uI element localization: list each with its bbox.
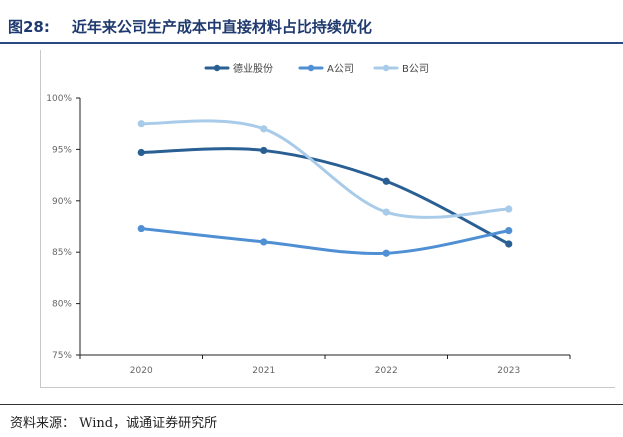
y-tick-label: 75% (52, 351, 72, 361)
y-tick-label: 100% (46, 94, 72, 104)
series-line-1 (139, 227, 511, 255)
data-point (260, 146, 268, 155)
x-tick-label: 2020 (130, 366, 153, 376)
data-point (382, 208, 390, 216)
legend-swatch-marker (307, 64, 315, 72)
x-tick-label: 2023 (497, 366, 520, 376)
figure-caption: 近年来公司生产成本中直接材料占比持续优化 (71, 18, 372, 36)
title-rule (0, 42, 623, 44)
x-tick-labels: 2020 2021 2022 2023 (79, 355, 571, 376)
data-point (137, 148, 145, 157)
data-point (137, 224, 145, 233)
legend-label: B公司 (402, 64, 429, 75)
x-tick-label: 2021 (252, 366, 275, 376)
data-point (382, 249, 390, 257)
legend-label: 德业股份 (233, 62, 273, 75)
y-tick-label: 90% (52, 197, 72, 207)
figure-number: 图28: (8, 18, 50, 36)
data-point (382, 177, 390, 185)
chart-frame (40, 50, 615, 388)
y-tick-label: 80% (52, 300, 72, 310)
y-tick-label: 95% (52, 145, 72, 155)
chart-axes (79, 98, 570, 356)
source-note: 资料来源： Wind，诚通证券研究所 (10, 416, 218, 431)
legend-swatch-marker (213, 64, 221, 72)
series-lines (137, 119, 513, 257)
series-line-0 (139, 147, 511, 246)
data-point (260, 125, 268, 133)
legend-item: 德业股份 (204, 62, 273, 75)
y-tick-label: 85% (52, 248, 72, 258)
series-line-2 (139, 119, 511, 219)
data-point (260, 238, 268, 246)
footer-rule (0, 404, 623, 405)
legend-swatch-marker (382, 64, 390, 72)
data-point (505, 205, 513, 213)
figure-title: 图28: 近年来公司生产成本中直接材料占比持续优化 (8, 16, 372, 37)
data-point (505, 240, 513, 248)
legend-item: A公司 (298, 64, 354, 75)
chart-legend: 德业股份 A公司 B公司 (204, 62, 429, 75)
data-point (137, 120, 145, 128)
x-tick-label: 2022 (375, 366, 398, 376)
legend-item: B公司 (373, 64, 429, 75)
legend-label: A公司 (327, 64, 354, 75)
data-point (505, 227, 513, 235)
y-tick-labels: 75% 80% 85% 90% 95% 100% (46, 94, 80, 361)
